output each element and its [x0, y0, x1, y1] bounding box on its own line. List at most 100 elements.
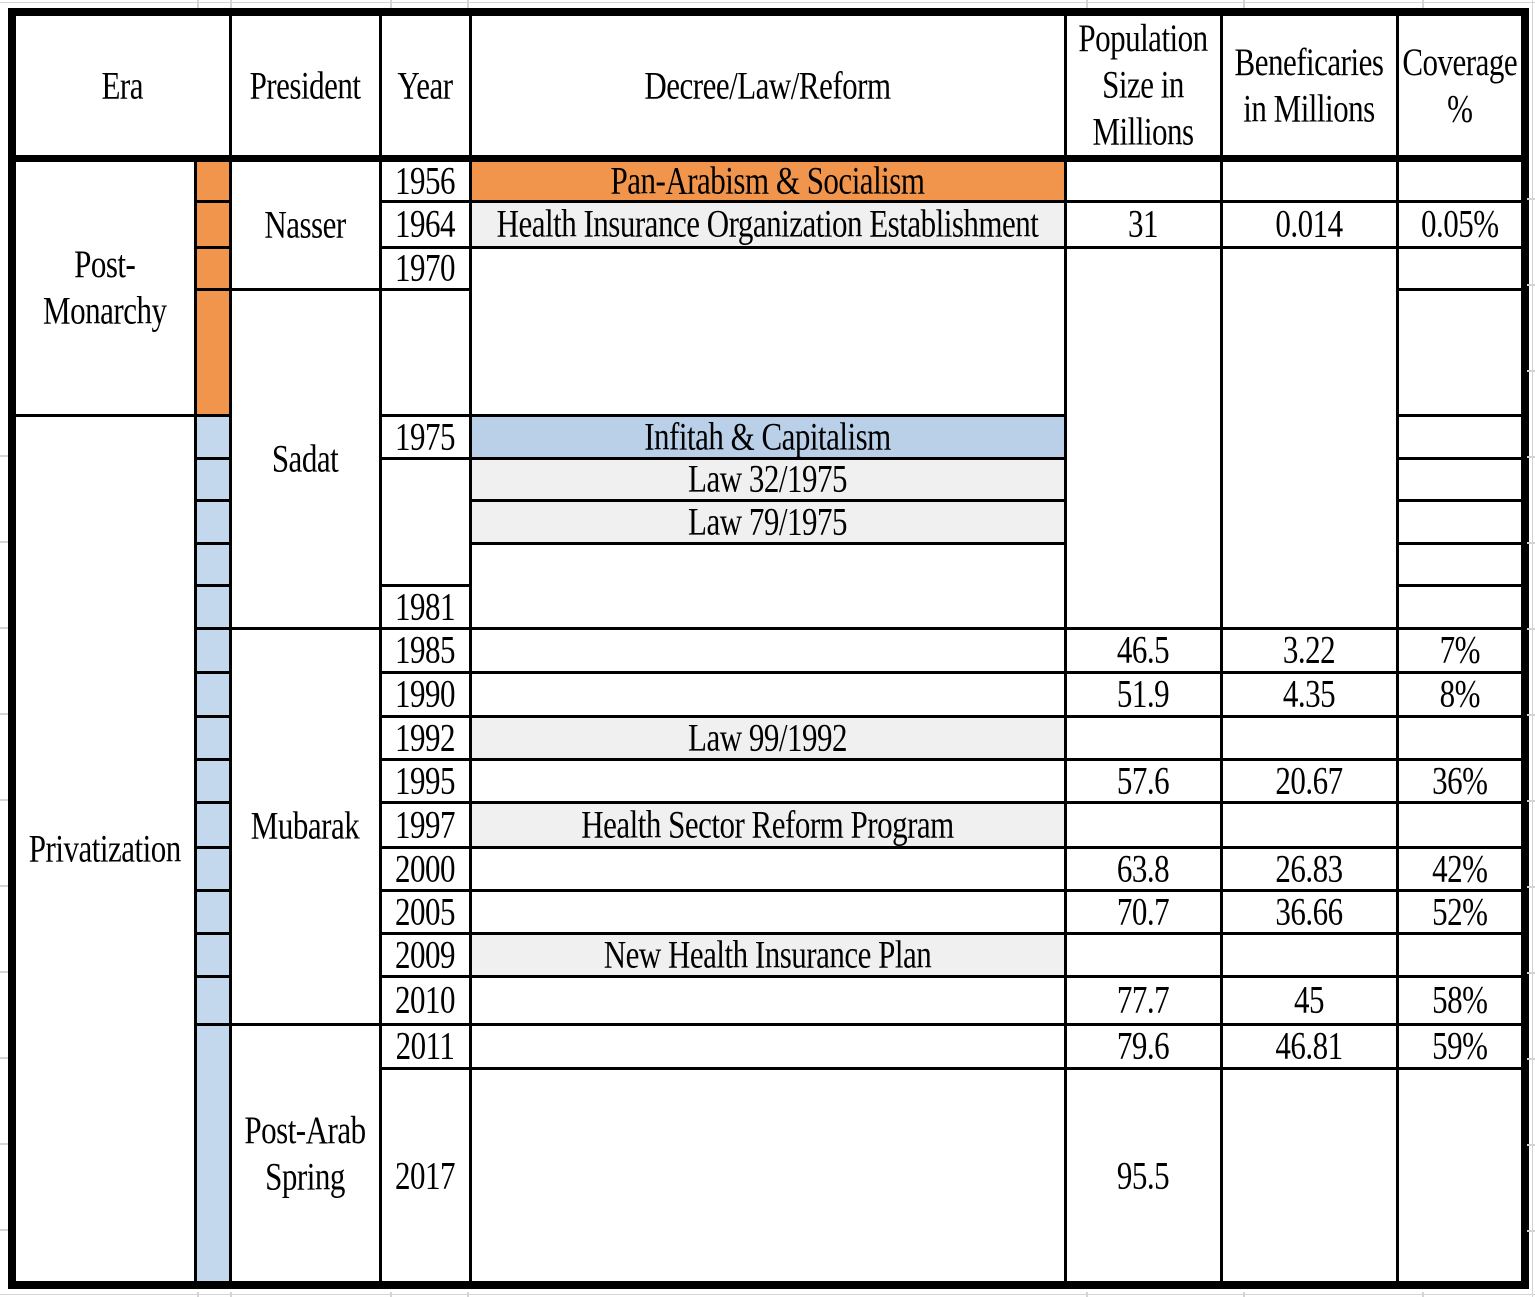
gridline-stub — [1243, 1292, 1245, 1297]
cell-beneficiaries-2011: 46.81 — [1219, 1022, 1399, 1070]
cell-decree-1956: Pan-Arabism & Socialism — [468, 156, 1067, 203]
gridline-stub — [1527, 370, 1535, 372]
header-coverage: Coverage % — [1395, 10, 1527, 162]
cell-decree-1964: Health Insurance Organization Establishm… — [468, 199, 1067, 249]
cell-decree-blank — [468, 245, 1067, 417]
cell-decree-1992: Law 99/1992 — [468, 714, 1067, 761]
era-band-segment-blue — [193, 1022, 232, 1287]
gridline-stub — [0, 971, 8, 973]
era-band-segment-blue — [193, 413, 232, 460]
gridline-stub — [197, 1292, 199, 1297]
cell-year-2000: 2000 — [378, 845, 472, 892]
cell-decree-blank — [468, 1066, 1067, 1287]
gridline-stub — [1527, 972, 1535, 974]
cell-beneficiaries-1956 — [1219, 156, 1399, 203]
cell-year-1997: 1997 — [378, 800, 472, 849]
gridline-stub — [1086, 1292, 1088, 1297]
cell-year-2017: 2017 — [378, 1066, 472, 1287]
gridline-stub — [1422, 1292, 1424, 1297]
gridline-stub — [1527, 1144, 1535, 1146]
cell-year-2011: 2011 — [378, 1022, 472, 1070]
cell-president-nasser: Nasser — [228, 156, 382, 291]
cell-coverage-2005: 52% — [1395, 888, 1527, 935]
gridline-stub — [1527, 800, 1535, 802]
gridline-stub — [0, 1229, 8, 1231]
cell-beneficiaries-blank — [1219, 714, 1399, 761]
cell-year-1975: 1975 — [378, 413, 472, 460]
gridline-stub — [0, 1057, 8, 1059]
gridline-stub — [467, 1292, 469, 1297]
cell-decree-blank — [468, 626, 1067, 674]
header-era: Era — [10, 10, 232, 162]
cell-decree-law32: Law 32/1975 — [468, 456, 1067, 502]
gridline-stub — [0, 541, 8, 543]
cell-era-post-monarchy: Post-Monarchy — [10, 156, 197, 417]
cell-population-blank — [1063, 931, 1223, 978]
cell-beneficiaries-blank — [1219, 800, 1399, 849]
cell-coverage-blank — [1395, 714, 1527, 761]
cell-coverage-blank — [1395, 413, 1527, 460]
cell-population-2011: 79.6 — [1063, 1022, 1223, 1070]
gridline-stub — [390, 1292, 392, 1297]
gridline-stub — [1527, 714, 1535, 716]
era-band-segment-orange — [193, 287, 232, 417]
cell-decree-blank — [468, 974, 1067, 1026]
era-band-segment-blue — [193, 757, 232, 804]
gridline-stub — [0, 1143, 8, 1145]
gridline-stub — [0, 627, 8, 629]
header-president: President — [228, 10, 382, 162]
cell-decree-blank — [468, 757, 1067, 804]
cell-population-1995: 57.6 — [1063, 757, 1223, 804]
gridline-stub — [197, 0, 199, 8]
gridline-stub — [1527, 198, 1535, 200]
cell-coverage-blank — [1395, 1066, 1527, 1287]
header-year: Year — [378, 10, 472, 162]
cell-year-blank — [378, 287, 472, 417]
cell-coverage-blank — [1395, 498, 1527, 545]
cell-coverage-blank — [1395, 931, 1527, 978]
cell-year-2010: 2010 — [378, 974, 472, 1026]
cell-population-2005: 70.7 — [1063, 888, 1223, 935]
cell-coverage-1995: 36% — [1395, 757, 1527, 804]
cell-decree-2009: New Health Insurance Plan — [468, 931, 1067, 978]
gridline-stub — [1527, 886, 1535, 888]
cell-year-blank — [378, 456, 472, 587]
gridline-stub — [1527, 284, 1535, 286]
cell-president-post-arab-spring: Post-Arab Spring — [228, 1022, 382, 1287]
gridline-stub — [230, 0, 232, 8]
cell-population-1990: 51.9 — [1063, 670, 1223, 718]
cell-beneficiaries-1995: 20.67 — [1219, 757, 1399, 804]
cell-population-1985: 46.5 — [1063, 626, 1223, 674]
gridline-stub — [1243, 0, 1245, 8]
cell-decree-blank — [468, 845, 1067, 892]
cell-population-2000: 63.8 — [1063, 845, 1223, 892]
era-band-segment-orange — [193, 156, 232, 203]
cell-decree-blank — [468, 1022, 1067, 1070]
cell-decree-blank — [468, 670, 1067, 718]
era-band-segment-blue — [193, 456, 232, 502]
cell-beneficiaries-1985: 3.22 — [1219, 626, 1399, 674]
cell-beneficiaries-merged-blank — [1219, 245, 1399, 630]
cell-population-1956 — [1063, 156, 1223, 203]
header-population: Population Size in Millions — [1063, 10, 1223, 162]
era-band-segment-blue — [193, 626, 232, 674]
cell-decree-blank — [468, 888, 1067, 935]
cell-coverage-blank — [1395, 541, 1527, 587]
cell-president-mubarak: Mubarak — [228, 626, 382, 1026]
gridline-stub — [0, 1294, 1535, 1295]
gridline-stub — [467, 0, 469, 8]
cell-beneficiaries-1990: 4.35 — [1219, 670, 1399, 718]
header-decree: Decree/Law/Reform — [468, 10, 1067, 162]
era-band-segment-blue — [193, 714, 232, 761]
gridline-stub — [0, 799, 8, 801]
cell-year-1985: 1985 — [378, 626, 472, 674]
era-band-segment-blue — [193, 583, 232, 630]
cell-year-1956: 1956 — [378, 156, 472, 203]
cell-year-2009: 2009 — [378, 931, 472, 978]
cell-coverage-1985: 7% — [1395, 626, 1527, 674]
gridline-stub — [1527, 456, 1535, 458]
cell-year-1995: 1995 — [378, 757, 472, 804]
header-beneficiaries: Beneficaries in Millions — [1219, 10, 1399, 162]
cell-coverage-blank — [1395, 456, 1527, 502]
